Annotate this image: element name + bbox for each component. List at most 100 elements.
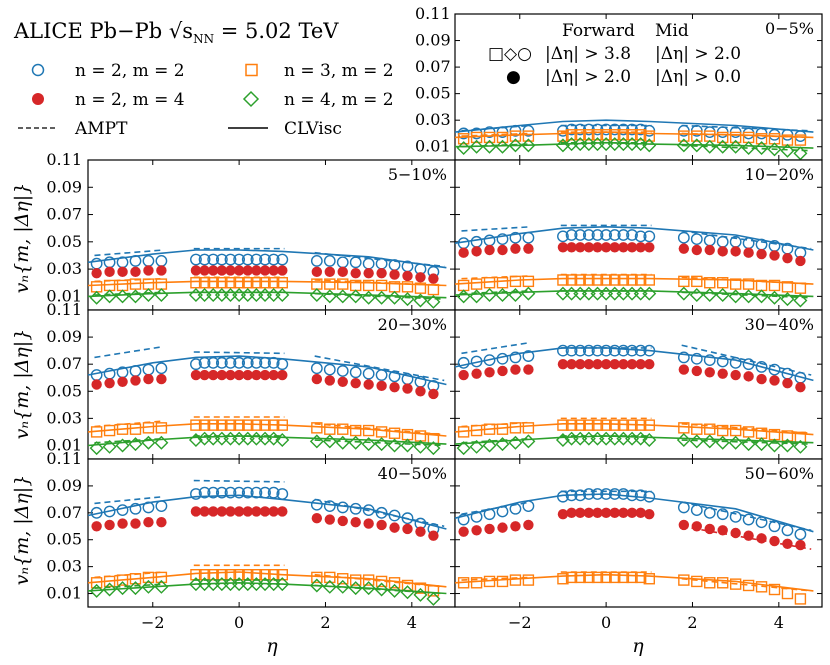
ampt-line [193, 479, 285, 483]
data-point [715, 435, 730, 450]
data-point [91, 267, 102, 279]
data-point [730, 369, 741, 381]
data-point [782, 252, 793, 264]
data-point [691, 423, 703, 435]
data-point [414, 282, 427, 294]
data-point [224, 253, 237, 266]
data-point [717, 246, 728, 257]
data-point [582, 344, 595, 357]
data-point [400, 585, 415, 600]
data-point [375, 426, 388, 438]
data-point [141, 435, 156, 450]
data-point [198, 277, 211, 289]
data-point [470, 278, 483, 290]
data-point [617, 488, 630, 500]
gap-legend-open-symbols: □◇○ [488, 44, 532, 64]
data-point [742, 426, 755, 438]
data-point [716, 131, 729, 144]
data-point [190, 253, 202, 266]
data-point [676, 433, 691, 448]
data-point [142, 501, 155, 514]
clvisc-line [454, 119, 814, 133]
y-tick-label: 0.11 [415, 4, 451, 23]
data-point [523, 364, 534, 375]
legend-label-ampt: AMPT [74, 119, 128, 139]
data-point [335, 579, 350, 594]
data-point [208, 265, 219, 276]
centrality-label: 50−60% [745, 464, 814, 483]
data-point [250, 253, 263, 266]
data-point [335, 435, 350, 450]
ampt-line [681, 577, 812, 592]
data-point [103, 505, 116, 518]
data-point [374, 290, 389, 305]
data-point [155, 362, 168, 375]
data-point [780, 438, 795, 453]
ampt-line [94, 495, 164, 505]
data-point [376, 267, 387, 279]
data-point [216, 369, 228, 381]
data-point [767, 438, 782, 453]
panel-2: 10−20% [454, 159, 823, 311]
data-point [361, 290, 376, 305]
y-tick-label: 0.07 [46, 205, 82, 224]
data-point [141, 579, 156, 594]
data-point [402, 383, 413, 394]
data-point [337, 515, 348, 527]
series-n2m4 [458, 507, 812, 551]
ampt-line [461, 341, 531, 355]
data-point [482, 438, 497, 453]
y-tick-label: 0.01 [46, 435, 82, 454]
data-point [575, 507, 586, 519]
data-point [591, 488, 604, 500]
data-point [565, 274, 578, 286]
data-point [781, 524, 794, 537]
data-point [129, 255, 142, 267]
data-point [199, 265, 210, 276]
data-point [704, 523, 715, 535]
data-point [324, 423, 336, 435]
data-point [400, 438, 415, 453]
data-point [456, 441, 471, 456]
data-point [742, 579, 755, 592]
data-point [456, 141, 471, 156]
data-point [198, 253, 211, 266]
data-point [323, 500, 336, 512]
data-point [574, 489, 587, 502]
data-point [388, 427, 401, 439]
data-point [349, 574, 362, 586]
data-point [756, 373, 767, 385]
data-point [728, 289, 743, 304]
clvisc-line [87, 249, 447, 269]
data-point [458, 247, 469, 258]
data-point [215, 486, 228, 499]
gap-legend-open-forward: |Δη| > 3.8 [545, 44, 631, 64]
data-point [781, 587, 794, 600]
data-point [310, 362, 323, 375]
data-point [574, 274, 586, 286]
series-n3m2 [87, 416, 447, 445]
data-point [415, 272, 426, 283]
data-point [557, 490, 569, 503]
data-point [583, 242, 595, 253]
data-point [767, 290, 782, 305]
data-point [521, 286, 536, 301]
data-point [689, 434, 704, 449]
data-point [428, 388, 439, 400]
data-point [241, 486, 254, 499]
data-point [575, 242, 586, 253]
data-point [634, 571, 647, 584]
data-point [361, 581, 376, 596]
data-point [617, 274, 630, 286]
y-tick-label: 0.05 [46, 381, 82, 400]
data-point [90, 426, 103, 438]
data-point [754, 289, 769, 304]
data-point [388, 370, 401, 383]
data-point [348, 581, 363, 596]
data-point [216, 419, 228, 431]
data-point [363, 518, 374, 529]
data-point [426, 441, 441, 456]
series-n4m2 [454, 431, 814, 456]
data-point [103, 424, 116, 437]
data-point [233, 277, 245, 289]
